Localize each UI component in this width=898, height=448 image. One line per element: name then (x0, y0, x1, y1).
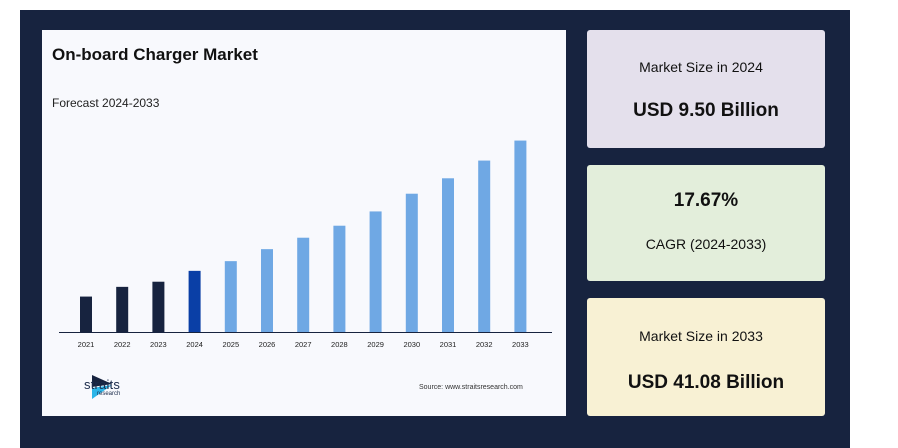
x-tick-label-2031: 2031 (440, 340, 457, 349)
bar-2026 (261, 249, 273, 332)
market-size-2024-label: Market Size in 2024 (639, 59, 763, 75)
bar-2027 (297, 237, 310, 332)
bar-chart: 2021 2022 2023 2024 2025 2026 2027 2028 2029 2030… (59, 140, 552, 349)
bar-2029 (369, 211, 382, 332)
x-tick-label-2027: 2027 (295, 340, 312, 349)
source-note: Source: www.straitsresearch.com (419, 384, 523, 391)
cagr-value: 17.67% (673, 190, 739, 211)
bar-2033 (514, 140, 527, 332)
chart-title: On-board Charger Market (52, 45, 258, 64)
bar-2030 (405, 193, 418, 332)
bar-2025 (224, 261, 237, 332)
market-size-2033-value: USD 41.08 Billion (627, 372, 785, 393)
x-tick-label-2028: 2028 (331, 340, 348, 349)
x-tick-label-2032: 2032 (476, 340, 493, 349)
x-tick-label-2029: 2029 (367, 340, 384, 349)
x-tick-label-2022: 2022 (114, 340, 131, 349)
bar-2028 (333, 225, 346, 332)
market-size-2024-value: USD 9.50 Billion (633, 100, 779, 121)
market-size-2033-label: Market Size in 2033 (639, 328, 763, 344)
x-tick-label-2024: 2024 (186, 340, 203, 349)
bar-2024 (188, 270, 201, 332)
x-tick-label-2025: 2025 (222, 340, 239, 349)
cagr-card: 17.67% CAGR (2024-2033) (587, 165, 825, 281)
x-tick-label-2021: 2021 (78, 340, 95, 349)
market-size-2024-card: Market Size in 2024 USD 9.50 Billion (587, 30, 825, 148)
x-tick-label-2023: 2023 (150, 340, 167, 349)
x-tick-label-2030: 2030 (403, 340, 420, 349)
x-tick-label-2033: 2033 (512, 340, 529, 349)
market-size-2033-card: Market Size in 2033 USD 41.08 Billion (587, 298, 825, 416)
logo-subtext: research (97, 391, 121, 397)
x-tick-label-2026: 2026 (259, 340, 276, 349)
logo-name: straits (84, 377, 121, 392)
bar-2023 (152, 281, 165, 332)
bar-2022 (116, 286, 129, 332)
cagr-label: CAGR (2024-2033) (645, 236, 767, 252)
bar-2021 (80, 296, 92, 332)
straits-logo-icon (92, 375, 112, 399)
chart-subtitle: Forecast 2024-2033 (52, 96, 160, 110)
bar-2032 (478, 160, 491, 332)
bar-2031 (442, 178, 454, 332)
